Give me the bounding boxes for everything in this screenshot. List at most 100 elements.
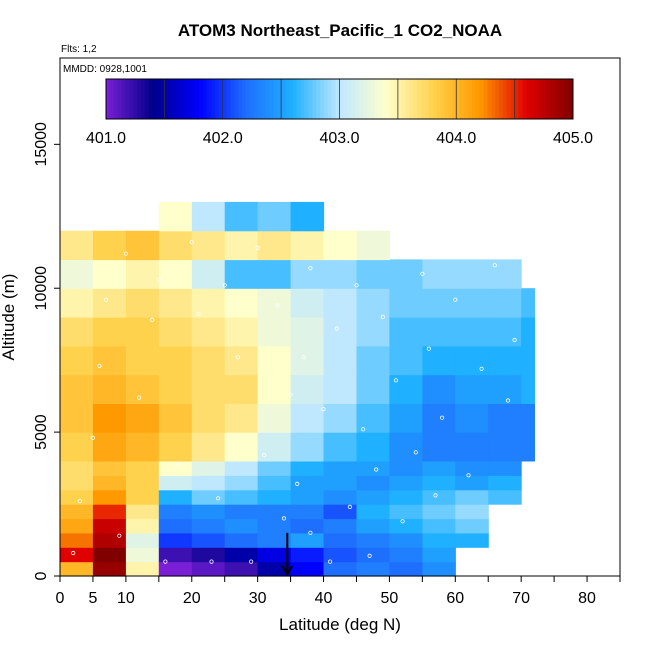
heatmap-cell bbox=[191, 504, 226, 520]
colorbar-segment bbox=[261, 79, 267, 119]
heatmap-cell bbox=[125, 403, 160, 433]
colorbar-segment bbox=[565, 79, 570, 119]
colorbar-segment bbox=[179, 79, 185, 119]
heatmap-cell bbox=[92, 518, 127, 534]
heatmap-cell bbox=[60, 230, 94, 261]
heatmap-cell bbox=[191, 201, 226, 232]
heatmap-cell bbox=[158, 230, 193, 261]
heatmap-cell bbox=[158, 345, 193, 376]
x-tick-label: 60 bbox=[446, 590, 464, 607]
heatmap-cell bbox=[290, 504, 325, 520]
heatmap-cell bbox=[422, 460, 456, 476]
colorbar-segment bbox=[386, 79, 391, 119]
colorbar-segment bbox=[257, 79, 263, 119]
colorbar-segment bbox=[253, 79, 259, 119]
colorbar-segment bbox=[401, 79, 407, 119]
heatmap-cell bbox=[356, 345, 390, 376]
heatmap-cell bbox=[422, 489, 456, 505]
colorbar-segment bbox=[545, 79, 551, 119]
colorbar-segment bbox=[226, 79, 232, 119]
colorbar-segment bbox=[230, 79, 235, 119]
colorbar-segment bbox=[277, 79, 282, 119]
sample-point bbox=[209, 559, 214, 564]
colorbar-segment bbox=[429, 79, 434, 119]
colorbar-segment bbox=[452, 79, 457, 119]
colorbar-segment bbox=[569, 79, 574, 119]
heatmap-cell bbox=[521, 345, 535, 376]
x-tick-label: 70 bbox=[512, 590, 530, 607]
colorbar-tick-label: 405.0 bbox=[553, 130, 593, 147]
colorbar-segment bbox=[246, 79, 251, 119]
heatmap-cell bbox=[191, 532, 226, 548]
colorbar-segment bbox=[553, 79, 558, 119]
heatmap-cell bbox=[257, 403, 292, 433]
heatmap-cell bbox=[224, 288, 259, 318]
heatmap-cell bbox=[191, 374, 226, 404]
colorbar-segment bbox=[390, 79, 395, 119]
heatmap-cell bbox=[60, 259, 94, 289]
colorbar-segment bbox=[464, 79, 469, 119]
sample-point bbox=[137, 395, 142, 400]
heatmap-cell bbox=[356, 317, 390, 347]
heatmap-cell bbox=[257, 345, 292, 376]
heatmap-cell bbox=[92, 432, 127, 462]
heatmap-cell bbox=[356, 561, 390, 577]
heatmap-cell bbox=[92, 532, 127, 548]
colorbar-segment bbox=[304, 79, 309, 119]
heatmap-cell bbox=[389, 460, 423, 476]
heatmap-cell bbox=[389, 288, 423, 318]
heatmap-cell bbox=[125, 230, 160, 261]
heatmap-cell bbox=[356, 489, 390, 505]
heatmap-cell bbox=[92, 374, 127, 404]
heatmap-cell bbox=[290, 489, 325, 505]
colorbar-segment bbox=[378, 79, 383, 119]
colorbar-segment bbox=[172, 79, 177, 119]
colorbar-segment bbox=[285, 79, 290, 119]
x-tick-label: 40 bbox=[315, 590, 333, 607]
heatmap-cell bbox=[290, 532, 325, 548]
heatmap-cell bbox=[356, 475, 390, 491]
colorbar-segment bbox=[148, 79, 154, 119]
heatmap-cell bbox=[323, 561, 357, 577]
heatmap-cell bbox=[92, 345, 127, 376]
heatmap-cell bbox=[455, 432, 489, 462]
heatmap-cell bbox=[257, 460, 292, 476]
colorbar-segment bbox=[238, 79, 243, 119]
heatmap-cell bbox=[422, 317, 456, 347]
heatmap-cell bbox=[455, 374, 489, 404]
heatmap-cell bbox=[224, 259, 259, 289]
colorbar-segment bbox=[144, 79, 150, 119]
heatmap-cell bbox=[92, 561, 127, 577]
heatmap-cell bbox=[60, 374, 94, 404]
heatmap-cell bbox=[290, 259, 325, 289]
heatmap-cell bbox=[488, 475, 522, 491]
heatmap-cell bbox=[125, 460, 160, 476]
colorbar-segment bbox=[530, 79, 535, 119]
heatmap-cell bbox=[125, 259, 160, 289]
colorbar-tick-label: 402.0 bbox=[203, 130, 243, 147]
sample-point bbox=[281, 516, 287, 521]
colorbar-segment bbox=[323, 79, 329, 119]
colorbar-segment bbox=[436, 79, 442, 119]
heatmap-cell bbox=[158, 460, 193, 476]
heatmap-cell bbox=[224, 489, 259, 505]
heatmap-cell bbox=[323, 518, 357, 534]
heatmap-cell bbox=[389, 345, 423, 376]
colorbar-segment bbox=[273, 79, 278, 119]
heatmap-cell bbox=[488, 259, 522, 289]
heatmap-cell bbox=[422, 532, 456, 548]
heatmap-cell bbox=[257, 532, 292, 548]
sample-point bbox=[77, 499, 82, 504]
colorbar-segment bbox=[133, 79, 138, 119]
sample-point bbox=[176, 461, 181, 466]
sample-point bbox=[426, 346, 431, 351]
heatmap-cell bbox=[158, 532, 193, 548]
x-tick-label: 20 bbox=[183, 590, 201, 607]
colorbar-segment bbox=[234, 79, 239, 119]
colorbar-segment bbox=[288, 79, 294, 119]
heatmap-cell bbox=[158, 288, 193, 318]
heatmap-cell bbox=[290, 403, 325, 433]
colorbar-segment bbox=[141, 79, 146, 119]
heatmap-cell bbox=[323, 259, 357, 289]
heatmap-cell bbox=[422, 345, 456, 376]
